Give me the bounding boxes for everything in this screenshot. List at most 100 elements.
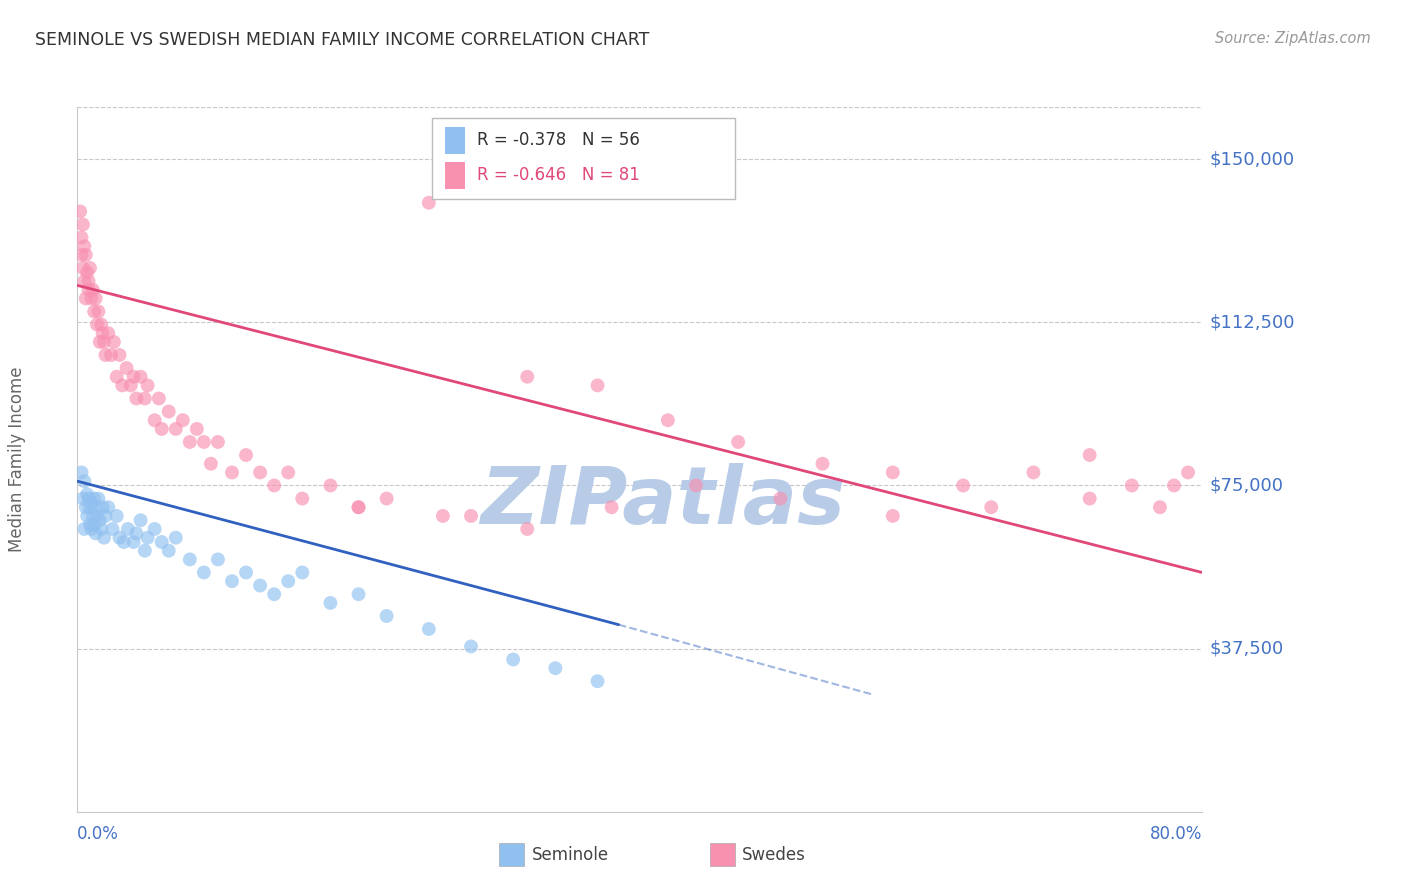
Point	[77, 274, 100, 288]
Point	[97, 500, 120, 515]
Point	[89, 513, 111, 527]
Point	[134, 543, 156, 558]
Point	[277, 574, 299, 589]
Point	[77, 283, 100, 297]
Point	[73, 474, 96, 488]
Point	[148, 392, 170, 406]
Text: ZIPatlas: ZIPatlas	[479, 463, 845, 541]
Point	[882, 508, 904, 523]
Text: Swedes: Swedes	[742, 846, 806, 863]
Point	[122, 535, 145, 549]
Point	[129, 513, 152, 527]
Point	[112, 535, 135, 549]
Point	[120, 378, 142, 392]
Point	[79, 500, 101, 515]
Point	[727, 434, 749, 449]
Point	[76, 508, 98, 523]
Point	[86, 318, 108, 332]
Point	[75, 500, 97, 515]
Point	[70, 230, 93, 244]
Point	[769, 491, 792, 506]
Point	[319, 596, 342, 610]
Point	[73, 274, 96, 288]
Point	[76, 487, 98, 501]
Point	[129, 369, 152, 384]
Text: 0.0%: 0.0%	[77, 825, 120, 843]
Text: 80.0%: 80.0%	[1150, 825, 1202, 843]
Point	[460, 508, 482, 523]
Point	[263, 587, 285, 601]
Point	[93, 334, 115, 349]
Point	[115, 361, 138, 376]
Point	[89, 334, 111, 349]
Point	[221, 466, 243, 480]
Point	[235, 566, 257, 580]
Point	[291, 566, 314, 580]
Text: Median Family Income: Median Family Income	[8, 367, 25, 552]
Point	[72, 218, 94, 232]
Text: SEMINOLE VS SWEDISH MEDIAN FAMILY INCOME CORRELATION CHART: SEMINOLE VS SWEDISH MEDIAN FAMILY INCOME…	[35, 31, 650, 49]
Point	[172, 413, 194, 427]
Point	[516, 369, 538, 384]
Point	[150, 422, 173, 436]
Point	[134, 392, 156, 406]
Point	[77, 491, 100, 506]
Point	[91, 500, 114, 515]
Point	[347, 500, 370, 515]
Point	[200, 457, 222, 471]
Text: Seminole: Seminole	[531, 846, 609, 863]
Point	[87, 491, 110, 506]
Point	[347, 587, 370, 601]
Point	[418, 622, 440, 636]
Point	[277, 466, 299, 480]
Point	[811, 457, 834, 471]
Point	[108, 531, 131, 545]
Point	[103, 334, 125, 349]
Point	[1078, 491, 1101, 506]
Point	[207, 552, 229, 566]
Point	[193, 566, 215, 580]
Point	[83, 304, 105, 318]
Point	[375, 609, 398, 624]
Point	[418, 195, 440, 210]
Point	[84, 292, 107, 306]
Point	[80, 522, 103, 536]
Point	[685, 478, 707, 492]
Point	[105, 508, 128, 523]
Point	[80, 496, 103, 510]
Point	[143, 522, 166, 536]
Point	[347, 500, 370, 515]
Point	[193, 434, 215, 449]
Point	[70, 248, 93, 262]
Point	[90, 522, 112, 536]
Text: R = -0.646   N = 81: R = -0.646 N = 81	[477, 167, 640, 185]
Point	[179, 434, 201, 449]
Point	[70, 466, 93, 480]
Point	[586, 674, 609, 689]
Point	[76, 265, 98, 279]
Point	[235, 448, 257, 462]
Point	[136, 531, 159, 545]
Point	[319, 478, 342, 492]
Point	[186, 422, 208, 436]
Point	[80, 292, 103, 306]
Point	[90, 318, 112, 332]
Point	[980, 500, 1002, 515]
Point	[86, 508, 108, 523]
Point	[75, 292, 97, 306]
Point	[94, 508, 117, 523]
Point	[179, 552, 201, 566]
Point	[143, 413, 166, 427]
Point	[69, 204, 91, 219]
Point	[150, 535, 173, 549]
Point	[221, 574, 243, 589]
Point	[79, 517, 101, 532]
Point	[72, 260, 94, 275]
Point	[82, 283, 104, 297]
Point	[544, 661, 567, 675]
Point	[157, 404, 180, 418]
Text: $75,000: $75,000	[1209, 476, 1284, 494]
Point	[1163, 478, 1185, 492]
Point	[125, 392, 148, 406]
Point	[122, 369, 145, 384]
